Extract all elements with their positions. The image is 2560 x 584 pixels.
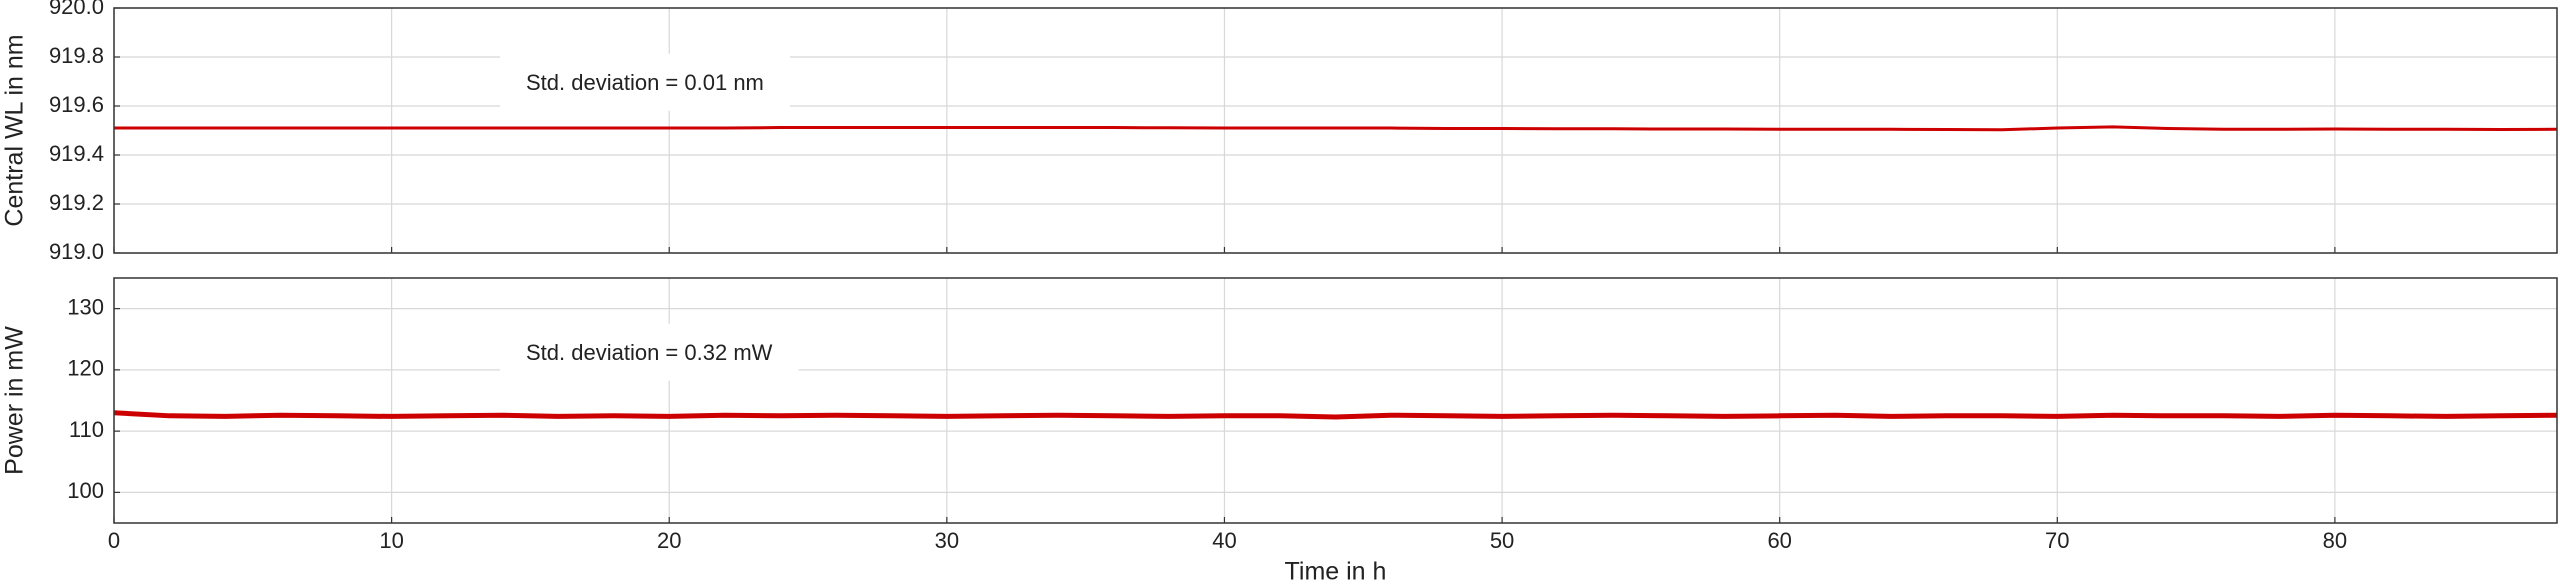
x-tick-label: 70 (2045, 528, 2069, 553)
data-line (114, 125, 2558, 132)
x-tick-label: 0 (108, 528, 120, 553)
annotation: Std. deviation = 0.32 mW (526, 340, 773, 365)
x-tick-label: 20 (657, 528, 681, 553)
y-tick-label: 919.2 (49, 190, 104, 215)
y-axis-label: Power in mW (1, 326, 29, 475)
x-tick-label: 80 (2323, 528, 2347, 553)
y-tick-label: 130 (67, 294, 104, 319)
y-tick-label: 919.4 (49, 141, 104, 166)
y-tick-label: 110 (69, 417, 104, 442)
x-tick-label: 50 (1490, 528, 1514, 553)
annotation-box (500, 323, 799, 381)
x-tick-label: 60 (1767, 528, 1791, 553)
y-tick-label: 919.8 (49, 43, 104, 68)
plot-area (114, 8, 2557, 253)
x-axis-label: Time in h (1285, 558, 1387, 584)
plot-frame (113, 277, 2558, 524)
y-tick-label: 919.6 (49, 92, 104, 117)
x-tick-label: 40 (1212, 528, 1236, 553)
y-tick-label: 100 (67, 478, 104, 503)
data-line (113, 410, 2558, 420)
y-tick-label: 919.0 (49, 239, 104, 264)
y-axis-label: Central WL in nm (1, 34, 29, 226)
y-tick-label: 920.0 (49, 0, 104, 19)
annotation-box (500, 53, 790, 111)
plot-area (114, 278, 2557, 523)
x-tick-label: 10 (379, 528, 403, 553)
x-tick-label: 30 (935, 528, 959, 553)
y-tick-label: 120 (67, 356, 104, 381)
annotation: Std. deviation = 0.01 nm (526, 70, 764, 95)
plot-frame (113, 7, 2558, 254)
